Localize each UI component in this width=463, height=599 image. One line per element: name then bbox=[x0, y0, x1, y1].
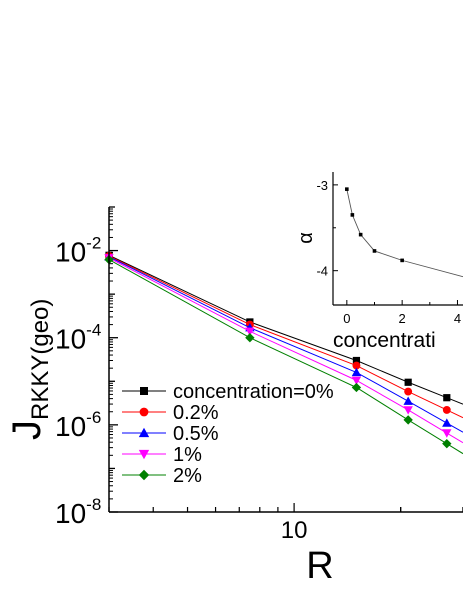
main-x-axis-label: R bbox=[306, 545, 333, 587]
inset-data-point-4 bbox=[400, 258, 404, 263]
legend-marker-3 bbox=[138, 449, 150, 460]
legend-label-0: concentration=0% bbox=[173, 381, 334, 403]
inset-data-point-0 bbox=[345, 187, 349, 191]
data-point-1-4 bbox=[442, 405, 451, 414]
series-line-0 bbox=[108, 254, 447, 399]
legend-label-2: 0.5% bbox=[173, 423, 219, 445]
inset-chart: -3 -4 0 2 4 α concentrati bbox=[295, 172, 463, 352]
y-tick-base: 10 bbox=[55, 237, 86, 268]
main-y-tick-label: 10-8 bbox=[55, 495, 101, 529]
main-x-tick-label: 10 bbox=[281, 517, 308, 544]
y-tick-exponent: -6 bbox=[86, 408, 101, 427]
data-point-4-2 bbox=[351, 382, 362, 393]
inset-x-axis-label: concentrati bbox=[333, 329, 436, 352]
data-point-1-2 bbox=[352, 361, 361, 370]
y-tick-base: 10 bbox=[55, 411, 86, 442]
legend-label-3: 1% bbox=[173, 444, 202, 466]
legend-marker-1 bbox=[139, 407, 149, 417]
inset-x-tick-label: 4 bbox=[454, 311, 461, 326]
inset-x-tick-label: 0 bbox=[343, 311, 350, 326]
data-point-4-1 bbox=[245, 333, 255, 343]
data-point-2-3 bbox=[403, 396, 413, 405]
main-axis-ticks bbox=[108, 206, 463, 513]
main-y-tick-label: 10-2 bbox=[55, 234, 101, 268]
main-y-tick-labels: 10-810-610-410-2 bbox=[55, 234, 101, 529]
legend-marker-4 bbox=[138, 469, 150, 481]
y-axis-label-main: J bbox=[5, 420, 49, 440]
data-point-0-3 bbox=[404, 378, 412, 386]
main-plot-area bbox=[104, 251, 463, 455]
data-point-0-4 bbox=[443, 394, 451, 402]
y-tick-exponent: -8 bbox=[86, 495, 101, 514]
inset-data-point-1 bbox=[350, 213, 355, 217]
legend: concentration=0%0.2%0.5%1%2% bbox=[122, 381, 334, 487]
data-point-1-3 bbox=[404, 387, 413, 396]
main-y-tick-label: 10-4 bbox=[55, 321, 101, 355]
inset-y-axis-label: α bbox=[295, 232, 317, 244]
inset-x-tick-label: 2 bbox=[399, 311, 406, 326]
inset-y-tick-label: -3 bbox=[316, 178, 328, 193]
y-tick-base: 10 bbox=[55, 324, 86, 355]
y-axis-label-sub: RKKY(geo) bbox=[27, 299, 54, 420]
y-tick-exponent: -4 bbox=[86, 321, 101, 340]
legend-marker-2 bbox=[138, 427, 150, 438]
data-point-3-4 bbox=[442, 429, 452, 438]
data-point-4-4 bbox=[442, 438, 452, 449]
data-point-3-2 bbox=[351, 376, 362, 386]
main-y-tick-label: 10-6 bbox=[55, 408, 101, 442]
inset-y-tick-label: -4 bbox=[316, 264, 328, 279]
legend-label-4: 2% bbox=[173, 465, 202, 487]
inset-data-point-2 bbox=[358, 232, 363, 237]
data-point-0-2 bbox=[352, 356, 361, 365]
inset-data-point-3 bbox=[372, 249, 377, 253]
y-tick-exponent: -2 bbox=[86, 234, 101, 253]
series-line-tail-3 bbox=[446, 432, 463, 444]
legend-label-1: 0.2% bbox=[173, 402, 219, 424]
data-point-3-1 bbox=[245, 327, 255, 337]
data-point-3-3 bbox=[403, 406, 413, 415]
inset-series-line-0 bbox=[346, 189, 463, 278]
data-point-2-4 bbox=[442, 418, 452, 427]
y-tick-base: 10 bbox=[55, 498, 86, 529]
inset-plot-area bbox=[345, 187, 463, 278]
data-point-4-3 bbox=[403, 415, 413, 425]
main-x-tick-labels: 10 bbox=[281, 517, 308, 544]
main-y-axis-label: JRKKY(geo) bbox=[5, 299, 54, 440]
legend-marker-0 bbox=[140, 387, 148, 395]
data-point-2-2 bbox=[351, 367, 362, 377]
inset-axis-ticks: -3 -4 0 2 4 bbox=[316, 178, 461, 326]
